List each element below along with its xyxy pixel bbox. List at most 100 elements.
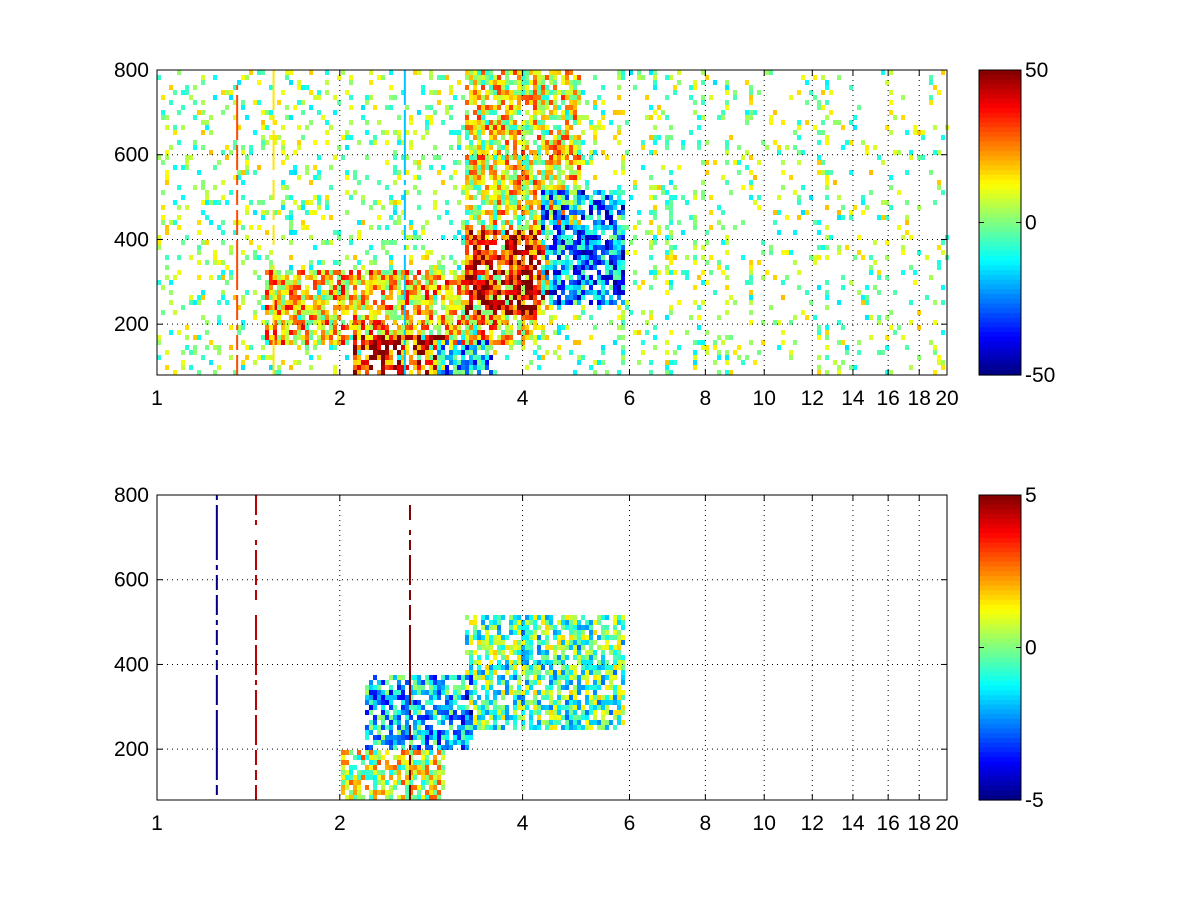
heatmap-cell [433, 785, 437, 790]
heatmap-cell [409, 760, 413, 765]
heatmap-cell [365, 775, 369, 780]
heatmap-cell [533, 670, 537, 675]
heatmap-cell [469, 665, 473, 670]
heatmap-cell [941, 250, 945, 255]
heatmap-cell [549, 200, 553, 205]
heatmap-cell [289, 320, 293, 325]
heatmap-cell [497, 230, 501, 235]
heatmap-cell [465, 75, 469, 80]
heatmap-cell [501, 95, 505, 100]
heatmap-cell [617, 325, 621, 330]
heatmap-cell [409, 235, 413, 240]
heatmap-cell [301, 295, 305, 300]
heatmap-cell [261, 215, 265, 220]
heatmap-cell [601, 260, 605, 265]
heatmap-cell [561, 140, 565, 145]
heatmap-cell [445, 105, 449, 110]
heatmap-cell [413, 710, 417, 715]
heatmap-cell [517, 285, 521, 290]
heatmap-cell [881, 70, 885, 75]
heatmap-cell [409, 370, 413, 375]
heatmap-cell [449, 280, 453, 285]
heatmap-cell [481, 710, 485, 715]
heatmap-cell [429, 310, 433, 315]
heatmap-cell [381, 295, 385, 300]
heatmap-cell [537, 635, 541, 640]
heatmap-cell [517, 325, 521, 330]
heatmap-cell [297, 310, 301, 315]
heatmap-cell [581, 190, 585, 195]
colorbar-tick-label: 50 [1025, 59, 1048, 82]
heatmap-cell [565, 165, 569, 170]
heatmap-cell [173, 220, 177, 225]
heatmap-cell [525, 235, 529, 240]
heatmap-cell [789, 250, 793, 255]
heatmap-cell [477, 105, 481, 110]
heatmap-cell [401, 335, 405, 340]
heatmap-cell [389, 275, 393, 280]
heatmap-cell [313, 315, 317, 320]
heatmap-cell [581, 265, 585, 270]
heatmap-cell [577, 185, 581, 190]
colorbar-swatch [979, 317, 1021, 324]
heatmap-cell [549, 710, 553, 715]
heatmap-cell [453, 715, 457, 720]
heatmap-cell [601, 345, 605, 350]
heatmap-cell [405, 340, 409, 345]
heatmap-cell [313, 285, 317, 290]
heatmap-cell [225, 280, 229, 285]
heatmap-cell [369, 270, 373, 275]
heatmap-cell [349, 320, 353, 325]
heatmap-cell [525, 325, 529, 330]
heatmap-cell [557, 255, 561, 260]
heatmap-cell [617, 260, 621, 265]
heatmap-cell [477, 140, 481, 145]
heatmap-cell [329, 215, 333, 220]
heatmap-cell [749, 115, 753, 120]
heatmap-cell [509, 280, 513, 285]
heatmap-cell [449, 710, 453, 715]
heatmap-cell [453, 345, 457, 350]
heatmap-cell [749, 280, 753, 285]
heatmap-cell [377, 725, 381, 730]
heatmap-cell [809, 255, 813, 260]
heatmap-cell [317, 300, 321, 305]
heatmap-cell [361, 195, 365, 200]
heatmap-cell [381, 365, 385, 370]
heatmap-cell [817, 255, 821, 260]
heatmap-cell [569, 205, 573, 210]
heatmap-cell [489, 645, 493, 650]
heatmap-cell [225, 155, 229, 160]
heatmap-cell [433, 265, 437, 270]
heatmap-cell [505, 680, 509, 685]
heatmap-cell [421, 740, 425, 745]
heatmap-cell [621, 285, 625, 290]
heatmap-cell [581, 255, 585, 260]
heatmap-cell [465, 85, 469, 90]
heatmap-cell [525, 670, 529, 675]
heatmap-cell [485, 190, 489, 195]
heatmap-cell [401, 140, 405, 145]
heatmap-cell [353, 325, 357, 330]
heatmap-cell [597, 305, 601, 310]
heatmap-cell [453, 675, 457, 680]
heatmap-cell [305, 200, 309, 205]
heatmap-cell [565, 700, 569, 705]
heatmap-cell [561, 155, 565, 160]
heatmap-cell [561, 135, 565, 140]
heatmap-cell [525, 220, 529, 225]
heatmap-cell [537, 725, 541, 730]
heatmap-cell [577, 660, 581, 665]
heatmap-cell [377, 350, 381, 355]
heatmap-cell [413, 730, 417, 735]
heatmap-cell [617, 85, 621, 90]
heatmap-cell [501, 675, 505, 680]
heatmap-cell [397, 325, 401, 330]
heatmap-stripe-cell [272, 130, 275, 135]
heatmap-cell [593, 700, 597, 705]
colorbar-swatch [979, 141, 1021, 147]
heatmap-cell [353, 360, 357, 365]
heatmap-cell [417, 165, 421, 170]
heatmap-cell [301, 340, 305, 345]
heatmap-cell [469, 690, 473, 695]
